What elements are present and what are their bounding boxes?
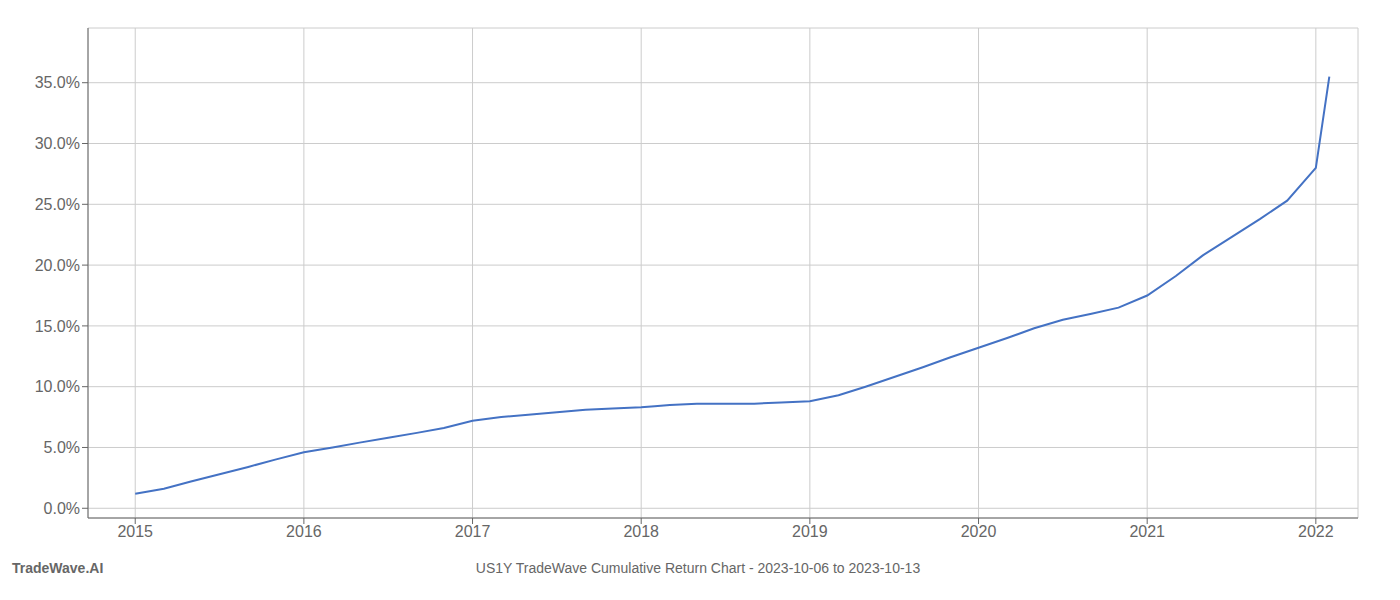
svg-text:2022: 2022 bbox=[1298, 523, 1334, 540]
svg-text:0.0%: 0.0% bbox=[44, 500, 80, 517]
svg-text:2018: 2018 bbox=[623, 523, 659, 540]
svg-text:20.0%: 20.0% bbox=[35, 257, 80, 274]
svg-text:2019: 2019 bbox=[792, 523, 828, 540]
svg-text:25.0%: 25.0% bbox=[35, 196, 80, 213]
svg-text:5.0%: 5.0% bbox=[44, 439, 80, 456]
html-text:TradeWave.AI: TradeWave.AI bbox=[12, 560, 104, 576]
svg-text:10.0%: 10.0% bbox=[35, 378, 80, 395]
svg-text:2020: 2020 bbox=[961, 523, 997, 540]
svg-text:2015: 2015 bbox=[117, 523, 153, 540]
svg-text:35.0%: 35.0% bbox=[35, 74, 80, 91]
svg-text:2016: 2016 bbox=[286, 523, 322, 540]
svg-text:2021: 2021 bbox=[1129, 523, 1165, 540]
svg-text:2017: 2017 bbox=[455, 523, 491, 540]
html-text:US1Y TradeWave Cumulative Retu: US1Y TradeWave Cumulative Return Chart -… bbox=[475, 560, 921, 576]
svg-text:15.0%: 15.0% bbox=[35, 318, 80, 335]
svg-text:30.0%: 30.0% bbox=[35, 135, 80, 152]
